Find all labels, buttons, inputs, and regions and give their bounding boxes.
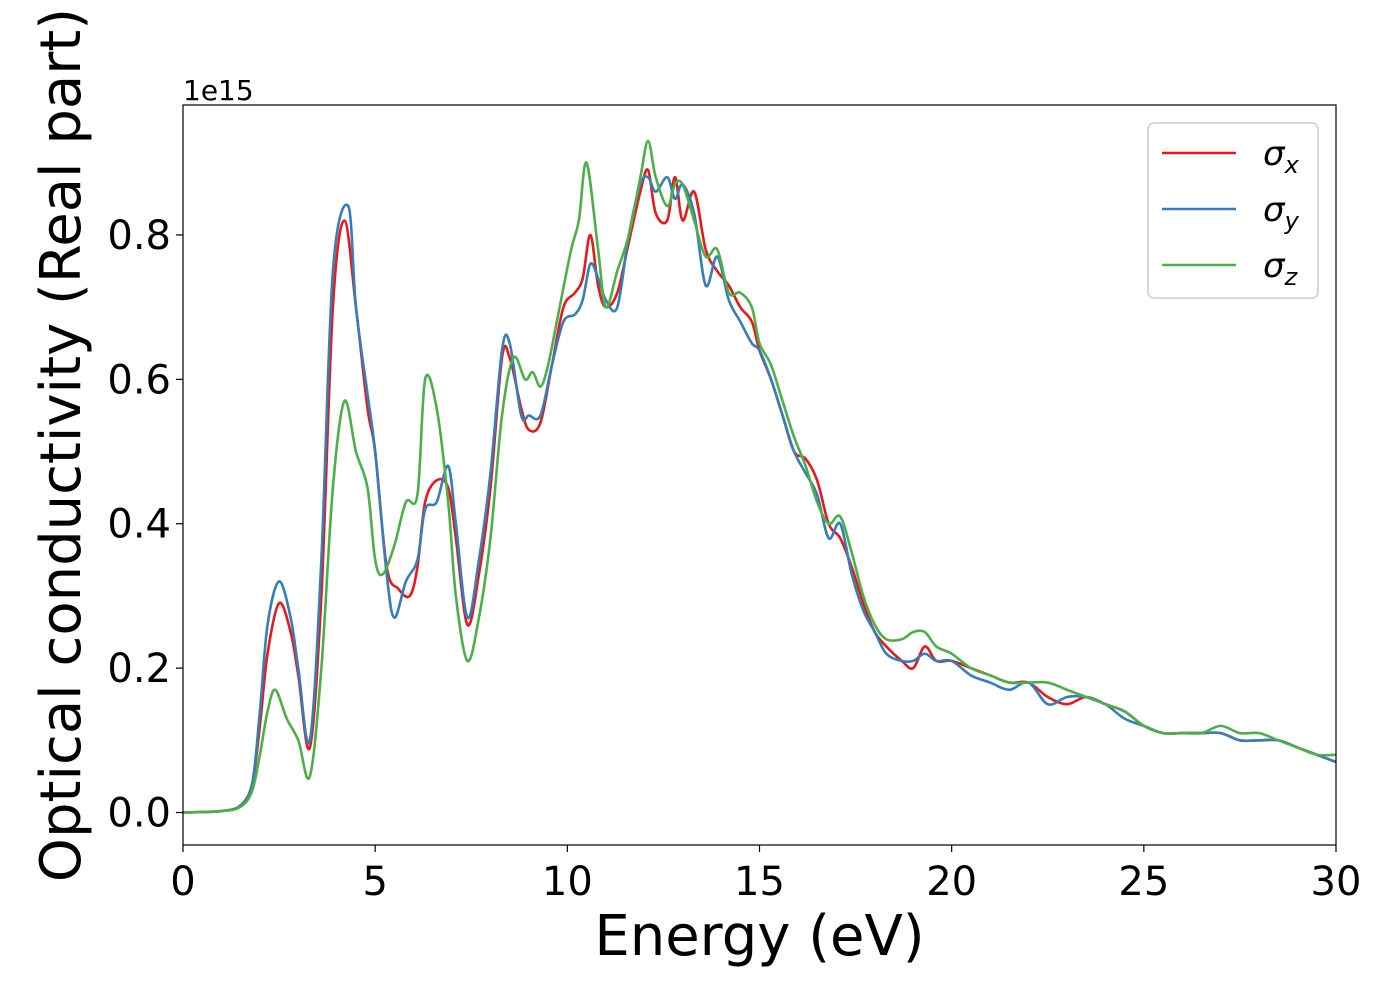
legend: σx σy σz (1147, 122, 1319, 299)
x-tick-label: 20 (926, 859, 977, 905)
x-tick-label: 10 (542, 859, 593, 905)
y-tick-label: 0.4 (107, 502, 171, 548)
legend-label-sigma-z: σz (1263, 246, 1299, 291)
y-tick-label: 0.6 (107, 357, 171, 403)
y-axis-label: Optical conductivity (Real part) (29, 8, 94, 882)
x-tick-label: 30 (1311, 859, 1362, 905)
series-line-sigma-y (183, 175, 1336, 814)
y-tick-label: 0.0 (107, 791, 171, 837)
y-axis-offset-label: 1e15 (183, 74, 254, 107)
series-line-sigma-z (183, 139, 1336, 814)
x-axis-ticks: 0 5 10 15 20 25 30 (170, 845, 1361, 905)
x-tick-label: 25 (1118, 859, 1169, 905)
legend-label-sigma-x: σx (1263, 134, 1300, 179)
x-tick-label: 15 (734, 859, 785, 905)
y-tick-label: 0.2 (107, 646, 171, 692)
series-layer (183, 139, 1336, 814)
y-axis-ticks: 0.0 0.2 0.4 0.6 0.8 (107, 213, 183, 837)
legend-label-sigma-y: σy (1263, 190, 1300, 235)
x-tick-label: 0 (170, 859, 195, 905)
legend-box (1147, 122, 1319, 299)
x-axis-label: Energy (eV) (594, 904, 924, 969)
y-tick-label: 0.8 (107, 213, 171, 259)
x-tick-label: 5 (362, 859, 387, 905)
